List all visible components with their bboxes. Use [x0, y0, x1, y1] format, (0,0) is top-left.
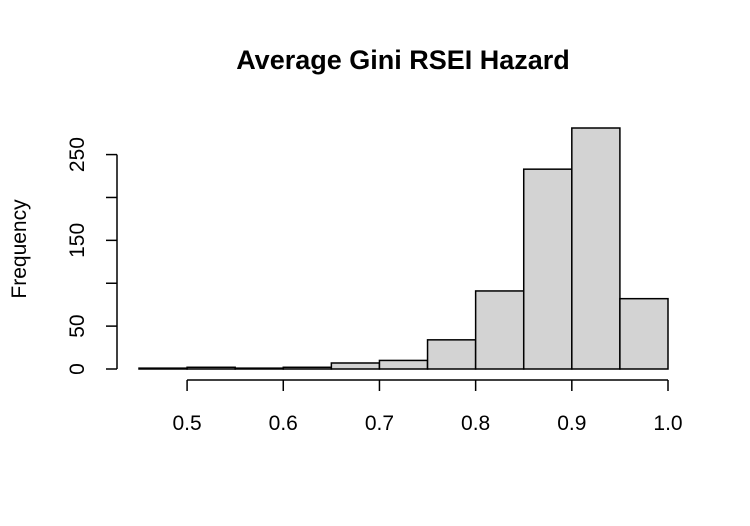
- histogram-bar: [138, 367, 188, 370]
- y-tick-label: 0: [66, 363, 89, 375]
- x-tick-label: 0.6: [269, 412, 298, 435]
- histogram-bar: [522, 168, 573, 370]
- histogram-bar: [426, 339, 477, 370]
- histogram-bar: [571, 127, 621, 370]
- x-tick-label: 0.8: [461, 412, 490, 435]
- chart-title: Average Gini RSEI Hazard: [236, 45, 570, 75]
- histogram-bar: [474, 290, 525, 370]
- histogram-bar: [186, 366, 236, 370]
- histogram-bar: [378, 359, 429, 370]
- histogram-bar: [330, 362, 381, 370]
- y-axis: 0 50 150 250: [66, 137, 118, 375]
- x-tick-label: 0.5: [172, 412, 201, 435]
- x-tick-label: 1.0: [653, 412, 682, 435]
- y-tick-label: 150: [66, 223, 89, 258]
- histogram-bar: [619, 297, 669, 370]
- y-tick-label: 50: [66, 314, 89, 337]
- histogram-bar: [282, 366, 333, 370]
- x-tick-label: 0.7: [365, 412, 394, 435]
- x-axis: 0.5 0.6 0.7 0.8 0.9 1.0: [172, 379, 683, 435]
- histogram-bar: [234, 367, 285, 370]
- bars-group: [138, 127, 669, 370]
- x-tick-label: 0.9: [557, 412, 586, 435]
- y-tick-label: 250: [66, 137, 89, 172]
- y-axis-label: Frequency: [8, 199, 31, 299]
